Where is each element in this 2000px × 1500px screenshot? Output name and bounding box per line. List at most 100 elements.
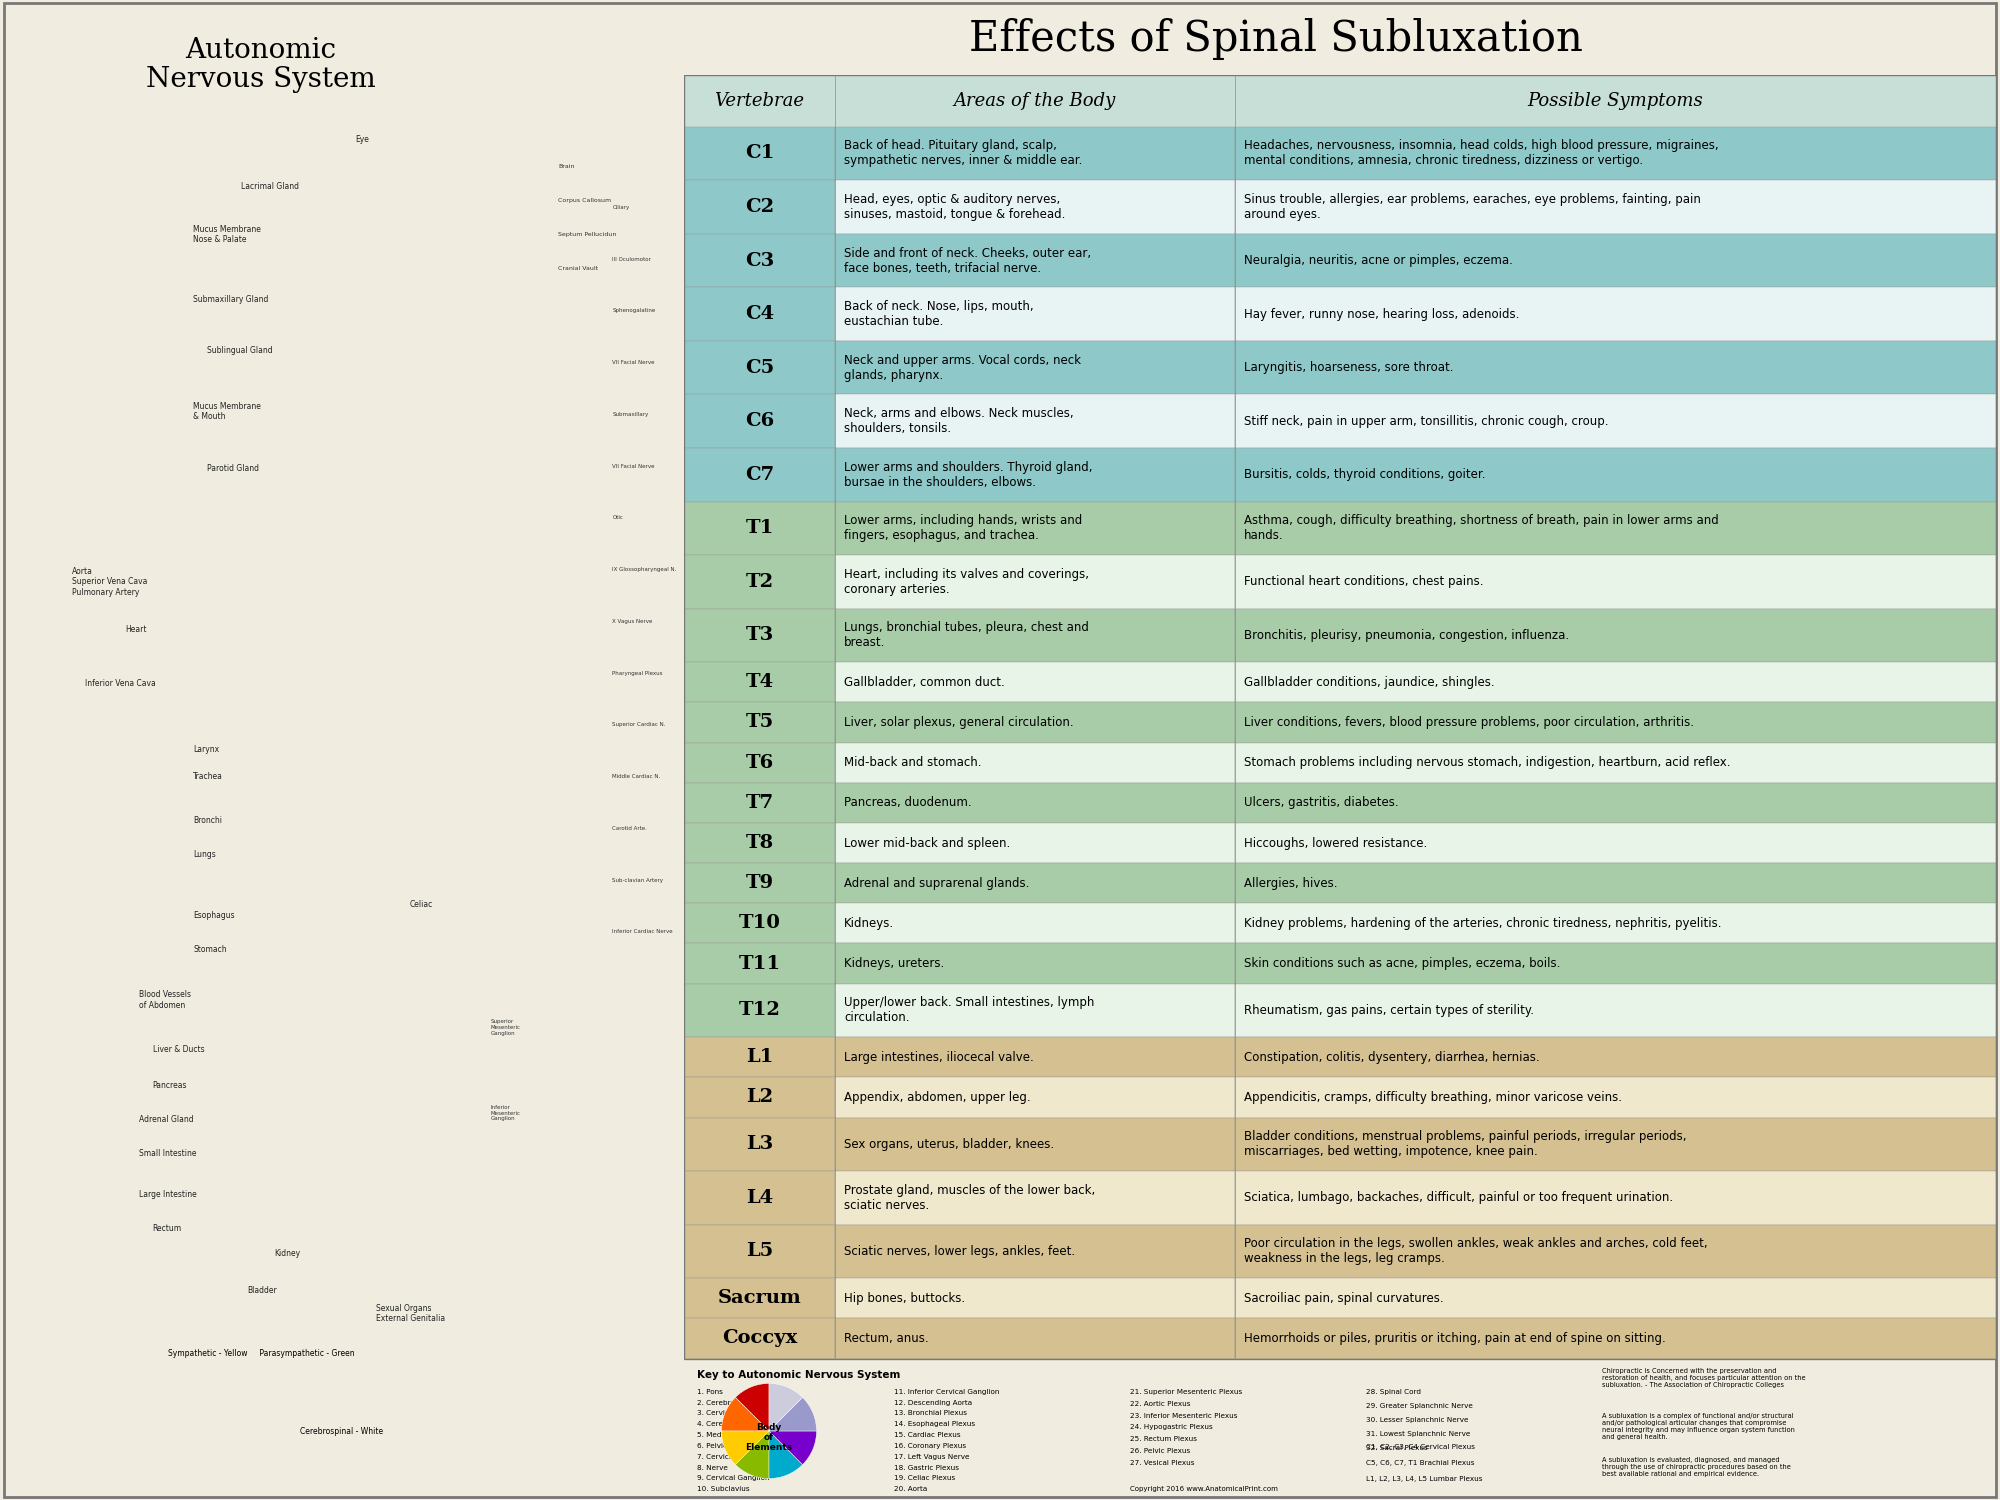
Text: Larynx: Larynx (194, 746, 220, 754)
Bar (684, 394, 834, 448)
Text: 16. Coronary Plexus: 16. Coronary Plexus (894, 1443, 966, 1449)
Wedge shape (722, 1431, 770, 1464)
Text: Sex organs, uterus, bladder, knees.: Sex organs, uterus, bladder, knees. (844, 1138, 1054, 1150)
Bar (834, 448, 1236, 501)
Text: Rectum, anus.: Rectum, anus. (844, 1332, 928, 1346)
Text: Bladder: Bladder (248, 1286, 278, 1294)
Text: Key to Autonomic Nervous System: Key to Autonomic Nervous System (698, 1371, 900, 1380)
Bar (1236, 662, 1996, 702)
Text: Autonomic
Nervous System: Autonomic Nervous System (146, 38, 376, 93)
Text: Blood Vessels
of Abdomen: Blood Vessels of Abdomen (140, 990, 192, 1010)
Text: 20. Aorta: 20. Aorta (894, 1486, 928, 1492)
Bar (1236, 702, 1996, 742)
Bar (834, 126, 1236, 180)
Text: A subluxation is evaluated, diagnosed, and managed
through the use of chiropract: A subluxation is evaluated, diagnosed, a… (1602, 1458, 1792, 1478)
Text: Aorta
Superior Vena Cava
Pulmonary Artery: Aorta Superior Vena Cava Pulmonary Arter… (72, 567, 146, 597)
Text: Neuralgia, neuritis, acne or pimples, eczema.: Neuralgia, neuritis, acne or pimples, ec… (1244, 254, 1514, 267)
Text: 31. Lowest Splanchnic Nerve: 31. Lowest Splanchnic Nerve (1366, 1431, 1470, 1437)
Text: Kidney problems, hardening of the arteries, chronic tiredness, nephritis, pyelit: Kidney problems, hardening of the arteri… (1244, 916, 1722, 930)
Text: A subluxation is a complex of functional and/or structural
and/or pathological a: A subluxation is a complex of functional… (1602, 1413, 1796, 1440)
Text: Gallbladder conditions, jaundice, shingles.: Gallbladder conditions, jaundice, shingl… (1244, 676, 1494, 688)
Bar (684, 783, 834, 824)
Text: L5: L5 (746, 1242, 774, 1260)
Bar (1236, 783, 1996, 824)
Text: Constipation, colitis, dysentery, diarrhea, hernias.: Constipation, colitis, dysentery, diarrh… (1244, 1052, 1540, 1064)
Text: 1. Pons: 1. Pons (698, 1389, 722, 1395)
Bar (834, 609, 1236, 662)
Text: Lungs, bronchial tubes, pleura, chest and
breast.: Lungs, bronchial tubes, pleura, chest an… (844, 621, 1088, 650)
Text: Trachea: Trachea (194, 772, 224, 782)
Text: 15. Cardiac Plexus: 15. Cardiac Plexus (894, 1432, 960, 1438)
Bar (834, 1278, 1236, 1318)
Text: Side and front of neck. Cheeks, outer ear,
face bones, teeth, trifacial nerve.: Side and front of neck. Cheeks, outer ea… (844, 246, 1092, 274)
Text: Rheumatism, gas pains, certain types of sterility.: Rheumatism, gas pains, certain types of … (1244, 1004, 1534, 1017)
Text: Heart: Heart (126, 626, 148, 634)
Text: Bladder conditions, menstrual problems, painful periods, irregular periods,
misc: Bladder conditions, menstrual problems, … (1244, 1131, 1686, 1158)
Bar (1236, 903, 1996, 944)
Text: 19. Celiac Plexus: 19. Celiac Plexus (894, 1476, 956, 1482)
Bar (1236, 1077, 1996, 1118)
Text: 12. Descending Aorta: 12. Descending Aorta (894, 1400, 972, 1406)
Text: T5: T5 (746, 714, 774, 732)
Text: Kidneys, ureters.: Kidneys, ureters. (844, 957, 944, 970)
Bar (834, 1118, 1236, 1172)
Bar (684, 1172, 834, 1224)
Text: Appendicitis, cramps, difficulty breathing, minor varicose veins.: Appendicitis, cramps, difficulty breathi… (1244, 1090, 1622, 1104)
Text: 24. Hypogastric Plexus: 24. Hypogastric Plexus (1130, 1425, 1212, 1431)
Text: Neck and upper arms. Vocal cords, neck
glands, pharynx.: Neck and upper arms. Vocal cords, neck g… (844, 354, 1082, 381)
Text: C1: C1 (744, 144, 774, 162)
Text: Headaches, nervousness, insomnia, head colds, high blood pressure, migraines,
me: Headaches, nervousness, insomnia, head c… (1244, 140, 1718, 168)
Text: Back of neck. Nose, lips, mouth,
eustachian tube.: Back of neck. Nose, lips, mouth, eustach… (844, 300, 1034, 328)
Text: III Oculomotor: III Oculomotor (612, 256, 652, 261)
Text: Otic: Otic (612, 516, 624, 520)
Wedge shape (770, 1431, 816, 1464)
Bar (834, 662, 1236, 702)
Text: Kidney: Kidney (274, 1250, 300, 1258)
Text: Lacrimal Gland: Lacrimal Gland (240, 183, 298, 192)
Bar (834, 742, 1236, 783)
Text: Mid-back and stomach.: Mid-back and stomach. (844, 756, 982, 770)
Text: Sacroiliac pain, spinal curvatures.: Sacroiliac pain, spinal curvatures. (1244, 1292, 1444, 1305)
Bar (834, 1224, 1236, 1278)
Text: T7: T7 (746, 794, 774, 812)
Bar (684, 288, 834, 340)
Bar (1236, 824, 1996, 862)
Bar (1236, 340, 1996, 394)
Text: L1, L2, L3, L4, L5 Lumbar Plexus: L1, L2, L3, L4, L5 Lumbar Plexus (1366, 1476, 1482, 1482)
Text: VII Facial Nerve: VII Facial Nerve (612, 360, 654, 364)
Bar (1236, 984, 1996, 1036)
Text: Appendix, abdomen, upper leg.: Appendix, abdomen, upper leg. (844, 1090, 1030, 1104)
Text: 28. Spinal Cord: 28. Spinal Cord (1366, 1389, 1422, 1395)
Text: 8. Nerve: 8. Nerve (698, 1464, 728, 1470)
Bar (834, 1318, 1236, 1359)
Text: Liver, solar plexus, general circulation.: Liver, solar plexus, general circulation… (844, 716, 1074, 729)
Text: T1: T1 (746, 519, 774, 537)
Text: Coccyx: Coccyx (722, 1329, 798, 1347)
Text: Sympathetic - Yellow     Parasympathetic - Green: Sympathetic - Yellow Parasympathetic - G… (168, 1348, 354, 1358)
Bar (1236, 501, 1996, 555)
Text: IX Glossopharyngeal N.: IX Glossopharyngeal N. (612, 567, 676, 572)
Text: Large Intestine: Large Intestine (140, 1191, 196, 1200)
Text: Liver conditions, fevers, blood pressure problems, poor circulation, arthritis.: Liver conditions, fevers, blood pressure… (1244, 716, 1694, 729)
Text: 5. Medulla Oblongata: 5. Medulla Oblongata (698, 1432, 774, 1438)
Bar (834, 234, 1236, 288)
Text: Gallbladder, common duct.: Gallbladder, common duct. (844, 676, 1004, 688)
Text: Adrenal Gland: Adrenal Gland (140, 1116, 194, 1125)
Text: Sinus trouble, allergies, ear problems, earaches, eye problems, fainting, pain
a: Sinus trouble, allergies, ear problems, … (1244, 194, 1702, 220)
Text: Hemorrhoids or piles, pruritis or itching, pain at end of spine on sitting.: Hemorrhoids or piles, pruritis or itchin… (1244, 1332, 1666, 1346)
Text: Inferior
Mesenteric
Ganglion: Inferior Mesenteric Ganglion (490, 1104, 520, 1122)
Text: Stiff neck, pain in upper arm, tonsillitis, chronic cough, croup.: Stiff neck, pain in upper arm, tonsillit… (1244, 414, 1608, 428)
Bar (684, 75, 1996, 126)
Text: 32. Sacral Plexus: 32. Sacral Plexus (1366, 1444, 1428, 1450)
Bar (684, 340, 834, 394)
Bar (834, 1036, 1236, 1077)
Bar (834, 180, 1236, 234)
Text: Laryngitis, hoarseness, sore throat.: Laryngitis, hoarseness, sore throat. (1244, 362, 1454, 374)
Text: Sublingual Gland: Sublingual Gland (206, 346, 272, 355)
Bar (1236, 555, 1996, 609)
Bar (1236, 126, 1996, 180)
Text: 27. Vesical Plexus: 27. Vesical Plexus (1130, 1460, 1194, 1466)
Text: 21. Superior Mesenteric Plexus: 21. Superior Mesenteric Plexus (1130, 1389, 1242, 1395)
Wedge shape (770, 1383, 802, 1431)
Text: Submaxillary: Submaxillary (612, 413, 648, 417)
